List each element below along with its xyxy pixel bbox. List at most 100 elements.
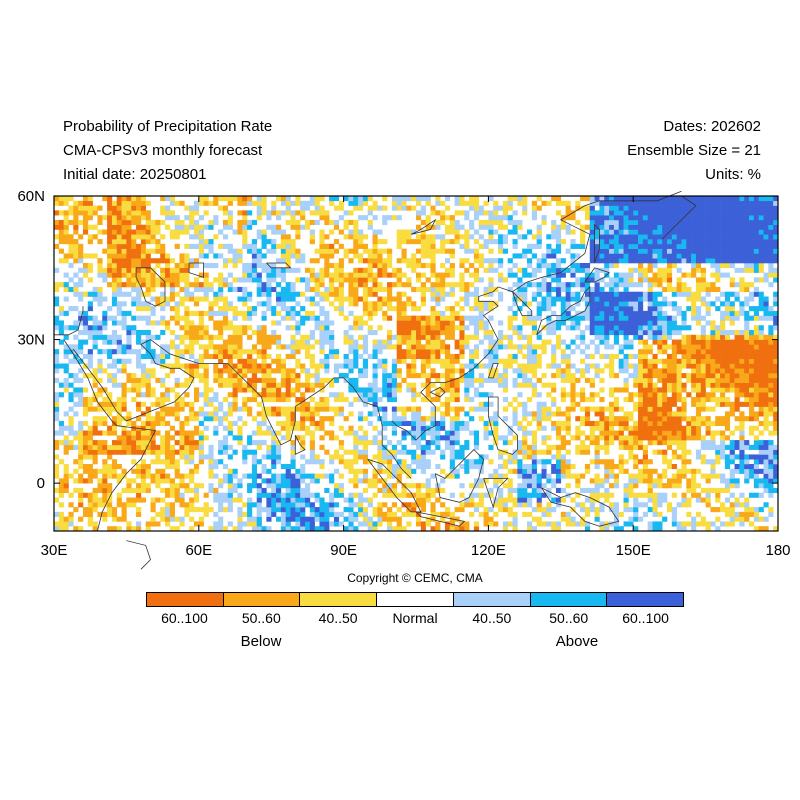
- probability-cell: [145, 334, 151, 340]
- probability-cell: [251, 258, 258, 264]
- probability-cell: [507, 430, 513, 436]
- probability-cell: [430, 507, 436, 513]
- probability-cell: [329, 272, 335, 278]
- probability-cell: [580, 196, 586, 202]
- probability-cell: [594, 306, 600, 312]
- probability-cell: [266, 516, 272, 522]
- probability-cell: [73, 253, 79, 259]
- probability-cell: [454, 507, 460, 513]
- probability-cell: [319, 473, 325, 479]
- probability-cell: [126, 325, 132, 331]
- probability-cell: [565, 459, 571, 465]
- probability-cell: [54, 430, 60, 436]
- probability-cell: [261, 330, 267, 336]
- probability-cell: [536, 315, 542, 321]
- probability-cell: [483, 301, 489, 307]
- probability-cell: [527, 473, 533, 479]
- probability-cell: [140, 200, 147, 206]
- probability-cell: [102, 492, 108, 498]
- probability-cell: [126, 234, 132, 240]
- probability-cell: [58, 219, 64, 226]
- probability-cell: [555, 282, 562, 288]
- probability-cell: [555, 487, 562, 494]
- probability-cell: [498, 449, 504, 455]
- probability-cell: [285, 516, 291, 522]
- probability-cell: [430, 330, 436, 336]
- probability-cell: [599, 483, 605, 489]
- probability-cell: [107, 267, 113, 273]
- probability-cell: [102, 497, 108, 503]
- probability-cell: [473, 459, 480, 465]
- probability-cell: [324, 502, 330, 508]
- probability-cell: [613, 282, 620, 288]
- probability-cell: [551, 277, 557, 283]
- probability-cell: [116, 368, 122, 374]
- probability-cell: [502, 334, 509, 340]
- probability-cell: [367, 210, 373, 216]
- probability-cell: [338, 473, 344, 479]
- probability-cell: [97, 416, 103, 422]
- probability-cell: [483, 516, 489, 522]
- probability-cell: [473, 464, 480, 470]
- probability-cell: [169, 363, 175, 369]
- probability-cell: [82, 449, 89, 455]
- probability-cell: [599, 416, 605, 422]
- probability-cell: [430, 325, 436, 331]
- probability-cell: [155, 219, 161, 226]
- probability-cell: [213, 459, 219, 465]
- probability-cell: [309, 478, 315, 484]
- probability-cell: [73, 334, 79, 340]
- probability-cell: [324, 401, 330, 407]
- probability-cell: [454, 449, 460, 455]
- probability-cell: [309, 200, 315, 206]
- probability-cell: [222, 440, 229, 446]
- probability-cell: [478, 382, 484, 388]
- probability-cell: [367, 267, 373, 273]
- probability-cell: [613, 200, 620, 206]
- probability-cell: [68, 243, 74, 249]
- probability-cell: [193, 282, 200, 288]
- probability-cell: [92, 224, 98, 230]
- probability-cell: [285, 497, 291, 503]
- probability-cell: [372, 253, 378, 259]
- probability-cell: [464, 239, 470, 245]
- probability-cell: [502, 502, 509, 508]
- probability-cell: [570, 296, 576, 302]
- probability-cell: [618, 200, 624, 206]
- probability-cell: [237, 377, 243, 383]
- probability-cell: [546, 449, 552, 455]
- probability-cell: [73, 344, 79, 350]
- probability-cell: [169, 449, 175, 455]
- probability-cell: [555, 502, 562, 508]
- probability-cell: [599, 334, 605, 340]
- probability-cell: [107, 243, 113, 249]
- probability-cell: [512, 406, 518, 412]
- probability-cell: [169, 277, 175, 283]
- probability-cell: [102, 310, 108, 316]
- probability-cell: [454, 526, 460, 532]
- probability-cell: [319, 416, 325, 422]
- probability-cell: [222, 497, 229, 503]
- probability-cell: [478, 310, 484, 316]
- probability-cell: [198, 406, 204, 412]
- probability-cell: [227, 487, 233, 494]
- probability-cell: [478, 377, 484, 383]
- probability-cell: [87, 406, 93, 412]
- probability-cell: [594, 267, 600, 273]
- probability-cell: [604, 339, 610, 345]
- probability-cell: [309, 296, 315, 302]
- probability-cell: [165, 440, 171, 446]
- probability-cell: [261, 339, 267, 345]
- probability-cell: [536, 420, 542, 427]
- probability-cell: [609, 229, 615, 235]
- probability-cell: [222, 234, 229, 240]
- probability-cell: [78, 492, 84, 498]
- probability-cell: [145, 267, 151, 273]
- probability-cell: [232, 363, 238, 369]
- probability-cell: [454, 325, 460, 331]
- probability-cell: [570, 325, 576, 331]
- probability-cell: [473, 440, 480, 446]
- probability-cell: [97, 215, 103, 221]
- probability-cell: [304, 353, 311, 360]
- probability-cell: [372, 291, 378, 297]
